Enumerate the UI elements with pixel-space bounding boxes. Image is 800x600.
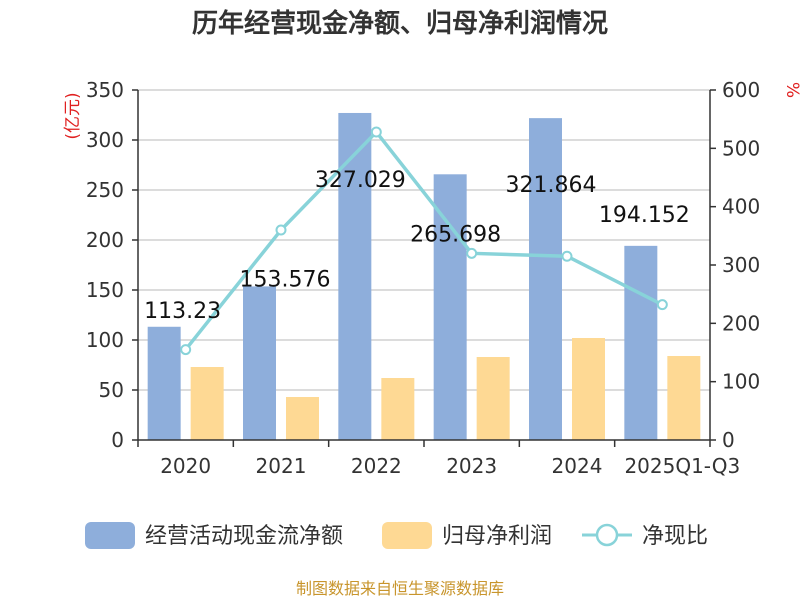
cash-flow-bar <box>433 174 467 440</box>
ratio-line-path <box>184 129 664 351</box>
cash-flow-value-label: 265.698 <box>410 222 501 247</box>
ratio-marker <box>466 247 478 259</box>
left-axis-tick-label: 0 <box>111 428 124 452</box>
cash-flow-value-label: 194.152 <box>599 203 690 228</box>
legend-marker-ratio <box>595 523 619 547</box>
cash-flow-bar <box>243 286 276 440</box>
cash-flow-value-label: 153.576 <box>240 267 331 292</box>
ratio-marker <box>180 344 192 356</box>
legend-swatch-cash-flow <box>85 522 135 549</box>
x-axis-category-label: 2023 <box>446 454 497 478</box>
right-axis-tick-label: 200 <box>722 311 760 335</box>
net-profit-bar <box>381 378 415 440</box>
left-axis-tick-label: 50 <box>99 378 124 402</box>
right-axis-tick-label: 500 <box>722 136 760 160</box>
ratio-marker <box>275 224 287 236</box>
cash-flow-bar <box>624 245 658 440</box>
x-axis-category-label: 2025Q1-Q3 <box>624 454 740 478</box>
ratio-marker <box>656 299 668 311</box>
right-axis-tick-label: 0 <box>722 428 735 452</box>
right-axis-tick-label: 400 <box>722 195 760 219</box>
bars <box>147 112 701 441</box>
source-note: 制图数据来自恒生聚源数据库 <box>296 579 504 598</box>
left-axis-tick-label: 250 <box>86 178 124 202</box>
cash-flow-bar <box>147 326 181 440</box>
axes: 0 50 100 150 200 250 300 350 0 100 200 300 400 500 600… <box>86 78 760 478</box>
net-profit-bar <box>476 357 510 440</box>
legend: 经营活动现金流净额 归母净利润 净现比 <box>85 522 708 549</box>
ratio-marker <box>370 126 382 138</box>
left-axis-tick-label: 150 <box>86 278 124 302</box>
cash-flow-bar <box>529 118 562 441</box>
right-axis-unit: % <box>782 82 800 98</box>
x-axis-category-label: 2024 <box>552 454 603 478</box>
left-axis-unit: (亿元) <box>63 92 83 139</box>
right-axis-tick-label: 600 <box>722 78 760 102</box>
x-axis-category-label: 2021 <box>256 454 307 478</box>
left-axis-tick-label: 100 <box>86 328 124 352</box>
left-axis-tick-label: 350 <box>86 78 124 102</box>
legend-swatch-net-profit <box>382 522 432 549</box>
ratio-marker <box>561 250 573 262</box>
data-labels: 113.23 153.576 327.029 265.698321.864194.15… <box>144 168 690 324</box>
chart-title: 历年经营现金净额、归母净利润情况 <box>192 8 608 39</box>
net-profit-bar <box>190 367 224 440</box>
ratio-line <box>180 126 668 356</box>
net-profit-bar <box>572 338 605 440</box>
cash-flow-bar <box>338 112 372 440</box>
x-axis-category-label: 2022 <box>351 454 402 478</box>
legend-label-net-profit: 归母净利润 <box>442 524 552 549</box>
cash-flow-value-label: 327.029 <box>315 168 406 193</box>
legend-label-cash-flow: 经营活动现金流净额 <box>145 524 343 549</box>
left-axis-tick-label: 300 <box>86 128 124 152</box>
legend-label-ratio: 净现比 <box>642 524 708 549</box>
left-axis-tick-label: 200 <box>86 228 124 252</box>
cash-flow-value-label: 321.864 <box>506 173 597 198</box>
net-profit-bar <box>286 397 319 440</box>
right-axis-tick-label: 300 <box>722 253 760 277</box>
right-axis-tick-label: 100 <box>722 370 760 394</box>
net-profit-bar <box>667 356 701 440</box>
x-axis-category-label: 2020 <box>160 454 211 478</box>
cash-flow-value-label: 113.23 <box>144 299 221 324</box>
